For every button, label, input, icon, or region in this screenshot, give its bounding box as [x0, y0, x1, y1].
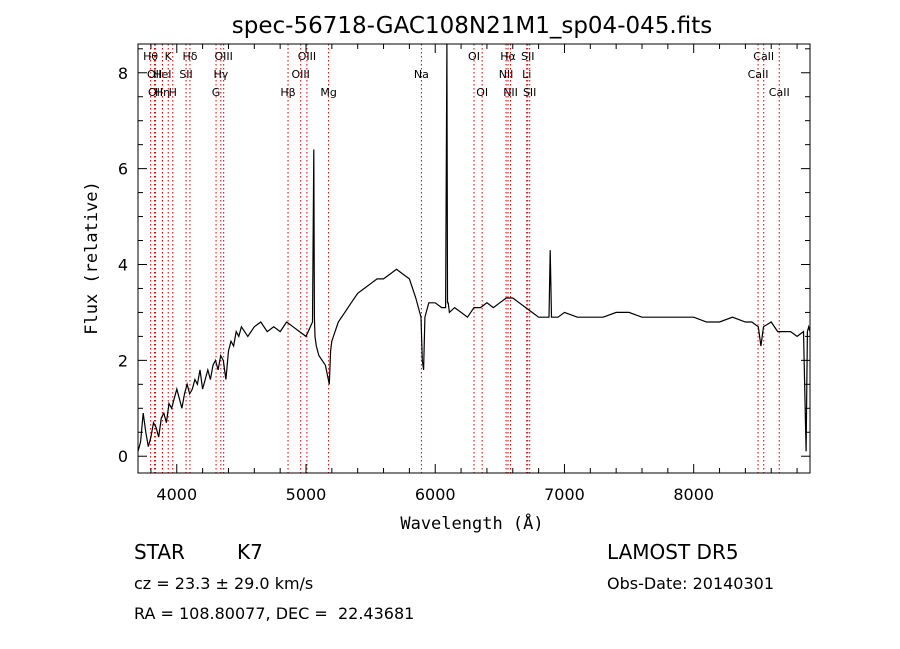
spectral-line-label: OIII	[298, 50, 316, 63]
spectral-line-label: SII	[523, 86, 536, 99]
x-tick-label: 6000	[415, 485, 456, 504]
spectral-line-label: OI	[468, 50, 480, 63]
object-subclass: K7	[237, 540, 263, 564]
plot-frame	[137, 43, 811, 474]
spectral-line-label: OI	[476, 86, 488, 99]
x-tick-label: 7000	[544, 485, 585, 504]
y-tick-label: 6	[118, 160, 128, 179]
spectral-line-label: G	[212, 86, 221, 99]
spectral-line-label: OIII	[214, 50, 232, 63]
y-tick-label: 2	[118, 351, 128, 370]
spectral-line-label: CaII	[753, 50, 774, 63]
spectral-line-label: SII	[521, 50, 534, 63]
spectral-line-label: CaII	[748, 68, 769, 81]
spectral-line-label: NII	[503, 86, 518, 99]
spectral-line-label: K	[165, 50, 173, 63]
spectral-line-label: OII	[147, 68, 162, 81]
spectral-line-label: Li	[522, 68, 531, 81]
x-axis-label: Wavelength (Å)	[400, 512, 543, 534]
cz-value: cz = 23.3 ± 29.0 km/s	[134, 574, 314, 593]
x-tick-label: 5000	[286, 485, 327, 504]
spectral-line-label: Hθ	[143, 50, 158, 63]
y-tick-label: 8	[118, 64, 128, 83]
obs-date: Obs-Date: 20140301	[607, 574, 775, 593]
spectral-line-label: NII	[499, 68, 514, 81]
spectral-line-label: SII	[179, 68, 192, 81]
object-class: STAR	[134, 540, 185, 564]
spectral-line-label: H	[169, 86, 177, 99]
spectral-line-label: Hα	[500, 50, 516, 63]
chart-title: spec-56718-GAC108N21M1_sp04-045.fits	[232, 13, 712, 39]
spectral-line-label: OIII	[292, 68, 310, 81]
spectral-line-label: Mg	[320, 86, 336, 99]
y-axis-label: Flux (relative)	[82, 181, 102, 335]
spectral-line-label: CaII	[769, 86, 790, 99]
ra-dec-coords: RA = 108.80077, DEC = 22.43681	[134, 604, 415, 623]
flux-series-line	[137, 43, 811, 452]
spectral-line-label: Hδ	[182, 50, 197, 63]
survey-name: LAMOST DR5	[607, 540, 739, 564]
y-tick-label: 4	[118, 255, 128, 274]
spectral-line-label: Hγ	[213, 68, 228, 81]
spectral-line-label: HeI	[153, 68, 171, 81]
x-tick-label: 8000	[673, 485, 714, 504]
spectral-line-label: Na	[414, 68, 429, 81]
x-tick-label: 4000	[156, 485, 197, 504]
spectral-line-label: OII	[148, 86, 163, 99]
y-tick-label: 0	[118, 447, 128, 466]
spectral-line-label: Hβ	[280, 86, 295, 99]
